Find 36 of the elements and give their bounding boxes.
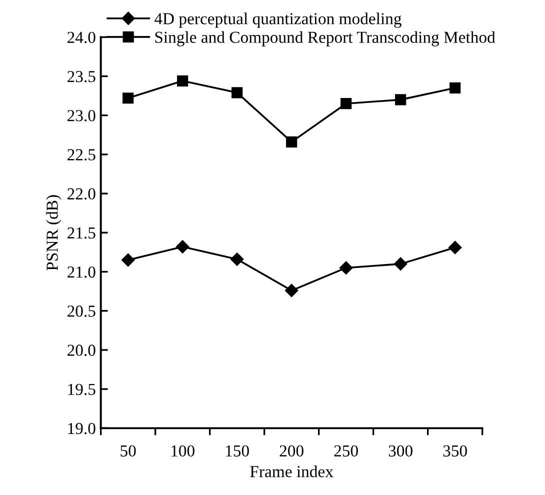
y-tick-label: 22.0 [68, 188, 96, 200]
point [176, 240, 190, 254]
x-tick-label: 250 [334, 445, 358, 457]
point [121, 253, 135, 267]
point [177, 75, 188, 86]
y-tick-label: 21.0 [68, 266, 96, 278]
point [339, 261, 353, 274]
point [230, 252, 244, 266]
x-axis-title: Frame index [250, 466, 334, 478]
point [284, 284, 298, 298]
x-tick-label: 350 [443, 445, 467, 457]
y-tick-label: 19.0 [68, 422, 96, 434]
point [122, 92, 134, 104]
y-tick-label: 19.5 [68, 384, 96, 396]
point [232, 87, 243, 98]
point [450, 82, 461, 94]
y-tick-label: 22.5 [68, 149, 96, 160]
point [448, 240, 462, 254]
legend-label: Single and Compound Report Transcoding Method [155, 31, 496, 46]
y-axis-title: PSNR (dB) [46, 195, 62, 270]
x-tick-label: 300 [388, 445, 412, 457]
point [394, 257, 408, 271]
y-tick-label: 20.0 [68, 344, 96, 356]
point [395, 94, 406, 106]
y-tick-label: 23.0 [68, 110, 96, 122]
legend-label: 4D perceptual quantization modeling [154, 12, 402, 28]
point [286, 136, 298, 148]
x-tick-label: 200 [280, 445, 304, 457]
x-tick-label: 150 [226, 445, 249, 457]
y-tick-label: 20.5 [68, 306, 96, 317]
x-tick-label: 100 [172, 445, 194, 457]
y-tick-label: 24.0 [68, 32, 96, 44]
y-tick-label: 21.5 [68, 227, 96, 239]
point [340, 98, 352, 110]
x-tick-label: 50 [120, 445, 136, 457]
y-tick-label: 23.5 [68, 70, 96, 82]
